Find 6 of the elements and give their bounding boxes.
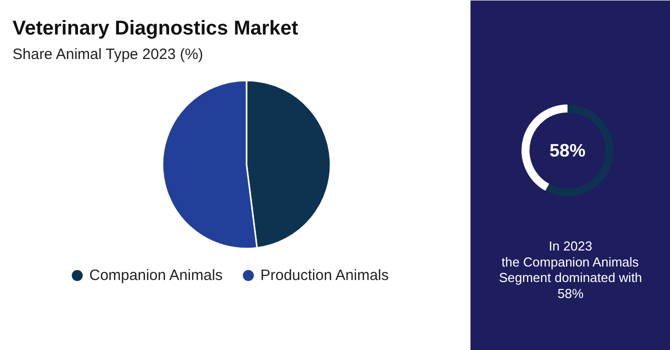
legend-label: Production Animals [260, 267, 389, 284]
chart-subtitle: Share Animal Type 2023 (%) [12, 46, 204, 63]
legend-label: Companion Animals [89, 267, 223, 284]
chart-title: Veterinary Diagnostics Market [12, 18, 299, 40]
data-label: 58% [549, 140, 586, 160]
text: In 2023 the Companion Animals Segment dominated with 58% [498, 238, 642, 301]
